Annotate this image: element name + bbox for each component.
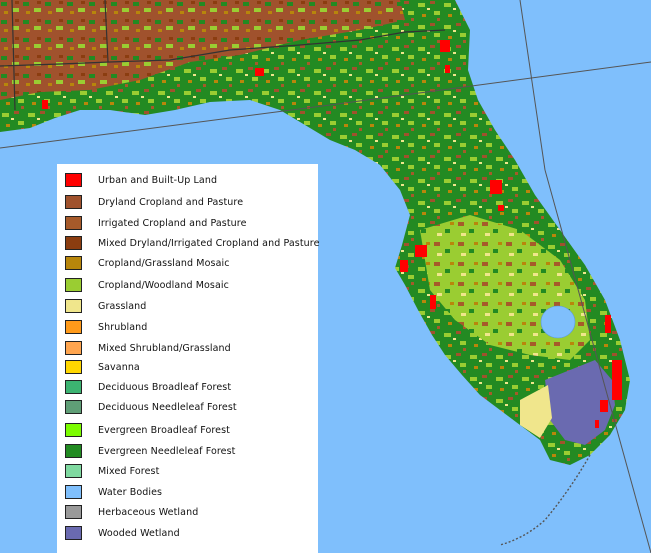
legend-swatch: [65, 505, 82, 519]
legend-label: Mixed Shrubland/Grassland: [98, 342, 231, 354]
legend-swatch: [65, 299, 82, 313]
legend-item: Mixed Dryland/Irrigated Cropland and Pas…: [65, 235, 320, 251]
state-borders: [0, 0, 446, 111]
legend-label: Wooded Wetland: [98, 527, 180, 539]
legend-label: Evergreen Needleleaf Forest: [98, 445, 236, 457]
legend-label: Herbaceous Wetland: [98, 506, 199, 518]
legend-item: Wooded Wetland: [65, 525, 180, 541]
lake-okeechobee: [540, 305, 576, 339]
legend-item: Cropland/Grassland Mosaic: [65, 255, 230, 271]
legend-label: Cropland/Woodland Mosaic: [98, 279, 229, 291]
legend-label: Cropland/Grassland Mosaic: [98, 257, 230, 269]
urban-areas: [42, 40, 622, 428]
legend-label: Urban and Built-Up Land: [98, 174, 218, 186]
legend-label: Dryland Cropland and Pasture: [98, 196, 244, 208]
legend-swatch: [65, 400, 82, 414]
legend-item: Evergreen Broadleaf Forest: [65, 422, 230, 438]
legend-label: Grassland: [98, 300, 147, 312]
legend-item: Dryland Cropland and Pasture: [65, 194, 243, 210]
northern-cropland-region: [0, 0, 405, 100]
legend-item: Mixed Shrubland/Grassland: [65, 340, 231, 356]
legend-swatch: [65, 216, 82, 230]
legend-item: Deciduous Broadleaf Forest: [65, 379, 231, 395]
legend-swatch: [65, 526, 82, 540]
map-legend: Urban and Built-Up Land Dryland Cropland …: [57, 164, 320, 553]
legend-item: Cropland/Woodland Mosaic: [65, 277, 229, 293]
legend-label: Savanna: [98, 361, 140, 373]
legend-swatch: [65, 320, 82, 334]
legend-label: Mixed Dryland/Irrigated Cropland and Pas…: [98, 237, 320, 249]
legend-swatch: [65, 423, 82, 437]
legend-swatch: [65, 173, 82, 187]
legend-label: Mixed Forest: [98, 465, 160, 477]
legend-item: Mixed Forest: [65, 463, 159, 479]
florida-keys: [499, 454, 591, 546]
legend-label: Irrigated Cropland and Pasture: [98, 217, 247, 229]
legend-item: Grassland: [65, 298, 146, 314]
legend-swatch: [65, 278, 82, 292]
legend-item: Shrubland: [65, 319, 147, 335]
legend-label: Deciduous Needleleaf Forest: [98, 401, 237, 413]
legend-item: Evergreen Needleleaf Forest: [65, 443, 236, 459]
legend-label: Deciduous Broadleaf Forest: [98, 381, 232, 393]
legend-swatch: [65, 195, 82, 209]
legend-label: Shrubland: [98, 321, 148, 333]
legend-label: Evergreen Broadleaf Forest: [98, 424, 230, 436]
legend-item: Irrigated Cropland and Pasture: [65, 215, 247, 231]
legend-swatch: [65, 485, 82, 499]
legend-swatch: [65, 380, 82, 394]
florida-land: [0, 0, 630, 465]
legend-swatch: [65, 464, 82, 478]
legend-item: Deciduous Needleleaf Forest: [65, 399, 237, 415]
legend-item: Urban and Built-Up Land: [65, 172, 217, 188]
legend-item: Herbaceous Wetland: [65, 504, 198, 520]
legend-item: Water Bodies: [65, 484, 162, 500]
legend-swatch: [65, 236, 82, 250]
legend-swatch: [65, 341, 82, 355]
legend-swatch: [65, 256, 82, 270]
legend-item: Savanna: [65, 359, 140, 375]
legend-swatch: [65, 360, 82, 374]
legend-swatch: [65, 444, 82, 458]
legend-label: Water Bodies: [98, 486, 163, 498]
